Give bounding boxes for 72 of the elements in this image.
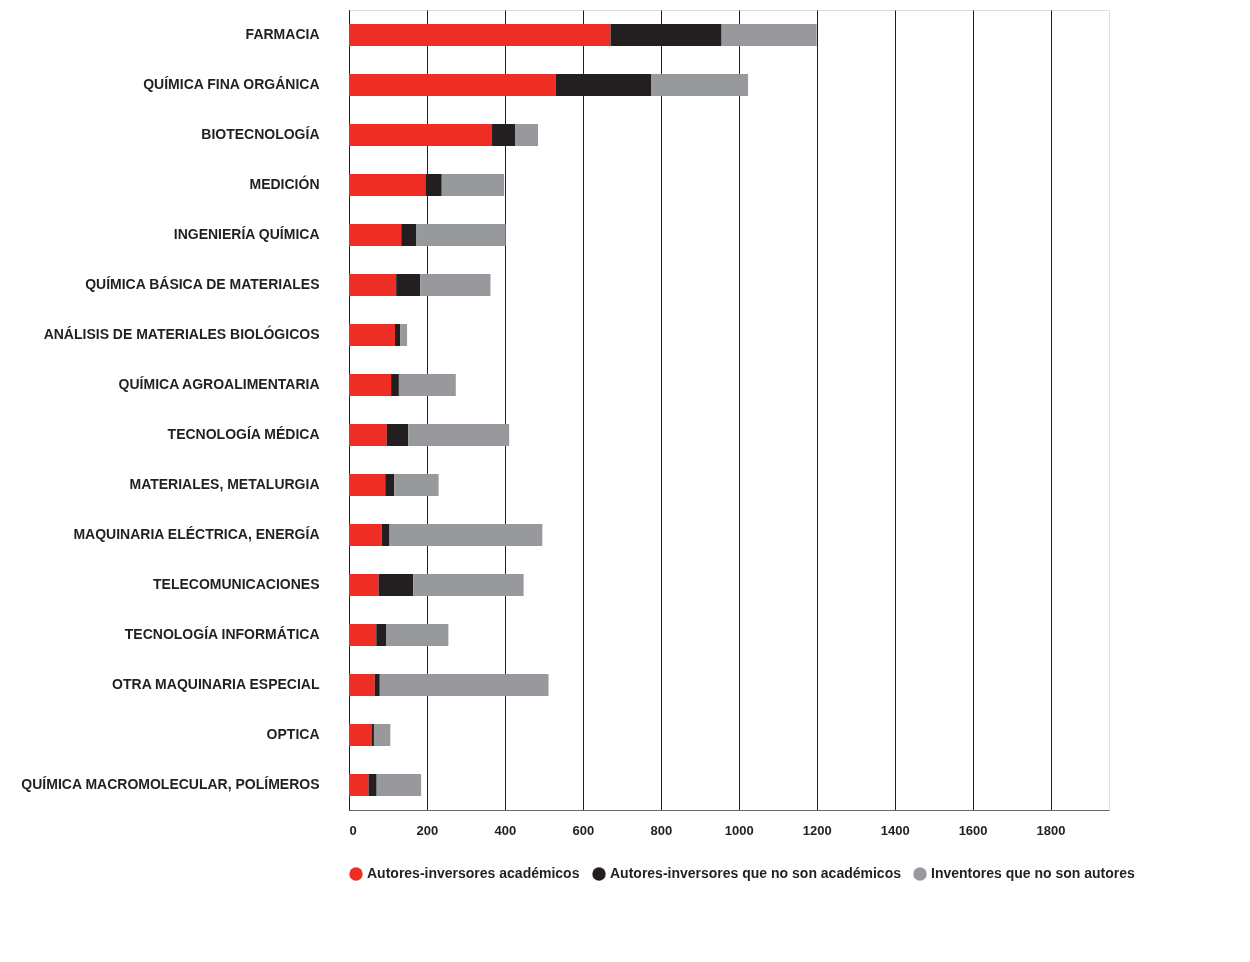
bar (389, 524, 543, 546)
bar (349, 574, 379, 596)
y-tick-label: MATERIALES, METALURGIA (129, 476, 320, 492)
x-tick-label: 1000 (724, 822, 754, 838)
legend-label: Autores-inversores que no son académicos (610, 865, 902, 881)
legend-label: Autores-inversores académicos (367, 865, 580, 881)
x-tick-label: 200 (416, 822, 439, 838)
bar (376, 624, 387, 646)
y-tick-label: TECNOLOGÍA MÉDICA (167, 426, 320, 442)
x-tick-label: 0 (349, 822, 357, 838)
y-tick-label: QUÍMICA BÁSICA DE MATERIALES (85, 276, 320, 292)
bar (349, 324, 395, 346)
bar (349, 724, 372, 746)
bar (391, 374, 399, 396)
x-tick-label: 1800 (1036, 822, 1066, 838)
bar (400, 324, 408, 346)
bar (349, 424, 387, 446)
y-tick-label: QUÍMICA AGROALIMENTARIA (118, 376, 320, 392)
bar (408, 424, 510, 446)
bar (349, 474, 386, 496)
y-tick-label: TECNOLOGÍA INFORMÁTICA (124, 626, 320, 642)
bar (515, 124, 539, 146)
y-tick-label: ANÁLISIS DE MATERIALES BIOLÓGICOS (43, 325, 320, 342)
bar (349, 674, 375, 696)
bar (379, 674, 549, 696)
bar (413, 574, 524, 596)
bar (381, 524, 390, 546)
x-tick-label: 800 (650, 822, 673, 838)
bar (394, 474, 439, 496)
bar (349, 224, 402, 246)
bar (385, 474, 395, 496)
bar (349, 24, 611, 46)
bar (401, 224, 417, 246)
bar (349, 74, 556, 96)
y-tick-label: OPTICA (266, 726, 320, 742)
bar (396, 274, 421, 296)
bar (420, 274, 491, 296)
y-tick-label: QUÍMICA FINA ORGÁNICA (143, 76, 320, 92)
y-tick-label: TELECOMUNICACIONES (153, 576, 320, 592)
legend-label: Inventores que no son autores (931, 865, 1136, 881)
bar (416, 224, 506, 246)
x-tick-label: 600 (572, 822, 595, 838)
y-tick-label: QUÍMICA MACROMOLECULAR, POLÍMEROS (21, 776, 320, 792)
bar (394, 324, 401, 346)
bar (398, 374, 456, 396)
y-tick-label: MAQUINARIA ELÉCTRICA, ENERGÍA (73, 526, 320, 542)
bar (373, 724, 391, 746)
x-tick-label: 1400 (880, 822, 910, 838)
bar (721, 24, 817, 46)
bar (349, 124, 493, 146)
x-tick-label: 1200 (802, 822, 832, 838)
bar (378, 574, 414, 596)
y-tick-label: OTRA MAQUINARIA ESPECIAL (112, 676, 320, 692)
bar (349, 774, 369, 796)
bar (386, 624, 449, 646)
y-tick-label: MEDICIÓN (249, 175, 320, 192)
y-tick-label: INGENIERÍA QUÍMICA (173, 226, 320, 242)
bar (376, 774, 422, 796)
bar (349, 174, 426, 196)
x-tick-label: 400 (494, 822, 517, 838)
bar (349, 374, 392, 396)
bar (349, 624, 377, 646)
bar (368, 774, 377, 796)
bar (374, 674, 380, 696)
x-tick-label: 1600 (958, 822, 988, 838)
bar (651, 74, 749, 96)
bar (349, 274, 397, 296)
bar (441, 174, 505, 196)
y-tick-label: FARMACIA (245, 26, 320, 42)
bar (349, 524, 382, 546)
bar (386, 424, 409, 446)
y-tick-label: BIOTECNOLOGÍA (201, 126, 320, 142)
